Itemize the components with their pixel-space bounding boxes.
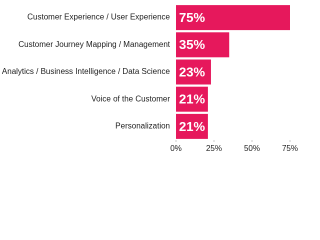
x-tick-label: 0% (170, 144, 182, 153)
bar (176, 5, 290, 31)
bar (176, 32, 230, 58)
category-label: Customer Journey Mapping / Management (18, 40, 170, 49)
value-label: 21% (179, 92, 205, 107)
bar (176, 86, 208, 112)
category-label: Analytics / Business Intelligence / Data… (2, 67, 171, 76)
value-label: 23% (179, 64, 205, 79)
value-label: 35% (179, 37, 205, 52)
x-tick-label: 75% (282, 144, 298, 153)
category-label: Voice of the Customer (91, 94, 170, 103)
value-label: 21% (179, 119, 205, 134)
bar (176, 59, 211, 85)
bar (176, 113, 208, 139)
chart: 0% 25% 50% 75% Customer Experience / User Ex… (2, 5, 298, 153)
category-label: Customer Experience / User Experience (27, 13, 170, 22)
value-label: 75% (179, 10, 205, 25)
x-tick-label: 25% (206, 144, 222, 153)
category-label: Personalization (115, 122, 170, 131)
x-tick-label: 50% (244, 144, 260, 153)
